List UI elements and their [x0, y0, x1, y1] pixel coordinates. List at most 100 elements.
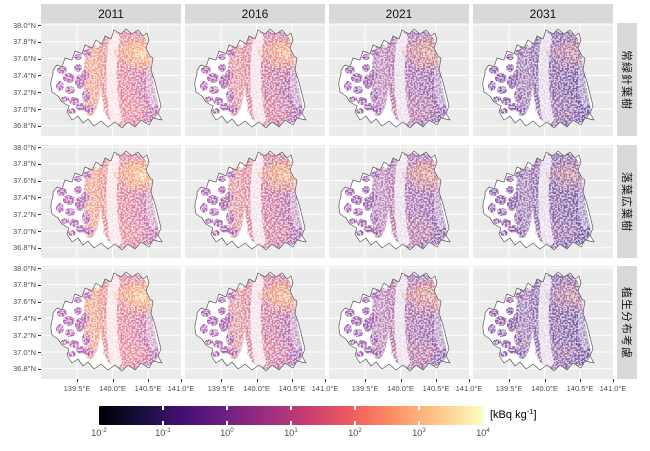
- facet-row-strip-1: 常緑針葉樹: [617, 23, 637, 136]
- y-axis-tick-mark: [38, 284, 41, 286]
- colorbar-notch: [226, 421, 228, 425]
- y-axis-tick-label: 38.0°N: [12, 20, 36, 30]
- colorbar-notch: [162, 406, 164, 410]
- y-axis-tick-mark: [38, 41, 41, 43]
- map-panel-2031-row3: [473, 266, 613, 379]
- facet-row-strip-label: 落葉広葉樹: [620, 171, 632, 232]
- map-panel-2011-row1: [41, 23, 181, 136]
- x-axis-tick-label: 140.0°E: [243, 384, 270, 393]
- x-axis-tick-mark: [509, 379, 510, 382]
- colorbar-notch: [354, 406, 356, 410]
- colorbar-tick-label: 104: [461, 427, 505, 438]
- x-axis-tick-label: 139.5°E: [495, 384, 523, 393]
- colorbar-notch: [354, 421, 356, 425]
- x-axis-tick-mark: [221, 379, 222, 382]
- y-axis-tick-label: 38.0°N: [12, 263, 36, 273]
- x-axis-tick-mark: [325, 379, 326, 382]
- facet-row-strip-3: 植生分布考慮: [617, 266, 637, 379]
- unit-suffix: ]: [533, 409, 537, 421]
- y-axis-tick-label: 37.0°N: [12, 347, 36, 357]
- x-axis-tick-label: 140.0°E: [531, 384, 558, 393]
- y-axis-tick-mark: [38, 352, 41, 353]
- x-axis-tick-label: 140.0°E: [99, 384, 126, 393]
- map-panel-2016-row1: [185, 23, 325, 136]
- facet-column-strip-2021: 2021: [329, 4, 469, 23]
- y-axis-tick-label: 37.2°N: [12, 87, 36, 97]
- x-axis-tick-label: 140.5°E: [422, 384, 450, 393]
- x-axis-tick-label: 139.5°E: [63, 384, 91, 393]
- tick-base: 10: [91, 428, 102, 438]
- x-axis-tick-label: 140.5°E: [566, 384, 594, 393]
- y-axis-tick-mark: [38, 109, 41, 110]
- y-axis-tick-label: 37.4°N: [12, 192, 36, 202]
- colorbar-unit-label: [kBq kg-1]: [490, 407, 537, 421]
- x-axis-tick-label: 140.0°E: [387, 384, 414, 393]
- tick-base: 10: [220, 428, 231, 438]
- unit-superscript: -1: [526, 407, 534, 416]
- x-axis-tick-mark: [181, 379, 182, 382]
- x-axis-tick-label: 140.5°E: [278, 384, 306, 393]
- colorbar-tick-label: 10-1: [141, 427, 185, 438]
- y-axis-tick-label: 37.8°N: [12, 37, 36, 47]
- x-axis-tick-label: 141.0°E: [311, 384, 339, 393]
- x-axis-tick-mark: [436, 379, 437, 382]
- y-axis-tick-label: 37.2°N: [12, 330, 36, 340]
- y-axis-tick-mark: [38, 58, 41, 60]
- y-axis-tick-mark: [38, 247, 41, 249]
- colorbar-notch: [162, 421, 164, 425]
- x-axis-tick-label: 140.5°E: [134, 384, 162, 393]
- y-axis-tick-mark: [38, 318, 41, 320]
- x-axis-tick-mark: [580, 379, 581, 382]
- x-axis-tick-mark: [256, 379, 258, 382]
- map-panel-2031-row1: [473, 23, 613, 136]
- tick-exponent: -1: [165, 427, 171, 434]
- x-axis-tick-label: 141.0°E: [599, 384, 627, 393]
- tick-exponent: 2: [358, 427, 362, 434]
- y-axis-tick-mark: [38, 197, 41, 199]
- colorbar-notch: [290, 421, 292, 425]
- map-panel-2016-row2: [185, 145, 325, 258]
- y-axis-tick-mark: [38, 301, 41, 303]
- facet-column-strip-2011: 2011: [41, 4, 181, 23]
- colorbar-tick-label: 100: [205, 427, 249, 438]
- map-panel-2031-row2: [473, 145, 613, 258]
- facet-row-strip-label: 植生分布考慮: [620, 286, 632, 359]
- x-axis-tick-label: 141.0°E: [455, 384, 483, 393]
- x-axis-tick-label: 141.0°E: [167, 384, 195, 393]
- y-axis-tick-label: 37.8°N: [12, 280, 36, 290]
- colorbar-notch: [226, 406, 228, 410]
- y-axis-tick-label: 37.0°N: [12, 226, 36, 236]
- y-axis-tick-label: 38.0°N: [12, 142, 36, 152]
- y-axis-tick-label: 37.6°N: [12, 176, 36, 186]
- y-axis-tick-mark: [38, 268, 41, 269]
- tick-exponent: 0: [230, 427, 234, 434]
- y-axis-tick-label: 36.8°N: [12, 121, 36, 131]
- y-axis-tick-mark: [38, 147, 41, 148]
- map-panel-2016-row3: [185, 266, 325, 379]
- colorbar-notch: [418, 406, 420, 410]
- x-axis-tick-mark: [613, 379, 614, 382]
- facet-row-strip-2: 落葉広葉樹: [617, 145, 637, 258]
- map-panel-2021-row1: [329, 23, 469, 136]
- x-axis-tick-label: 139.5°E: [351, 384, 379, 393]
- y-axis-tick-mark: [38, 214, 41, 216]
- facet-column-strip-2031: 2031: [473, 4, 613, 23]
- map-panel-2021-row2: [329, 145, 469, 258]
- colorbar-notch: [418, 421, 420, 425]
- tick-base: 10: [284, 428, 295, 438]
- y-axis-tick-label: 37.4°N: [12, 70, 36, 80]
- y-axis-tick-label: 37.0°N: [12, 104, 36, 114]
- facet-row-strip-label: 常緑針葉樹: [620, 49, 632, 110]
- y-axis-tick-mark: [38, 163, 41, 165]
- map-panel-2011-row3: [41, 266, 181, 379]
- x-axis-tick-mark: [365, 379, 366, 382]
- y-axis-tick-label: 36.8°N: [12, 364, 36, 374]
- tick-exponent: 3: [422, 427, 426, 434]
- y-axis-tick-mark: [38, 75, 41, 77]
- x-axis-tick-label: 139.5°E: [207, 384, 235, 393]
- y-axis-tick-label: 36.8°N: [12, 243, 36, 253]
- y-axis-tick-label: 37.8°N: [12, 159, 36, 169]
- y-axis-tick-mark: [38, 25, 41, 26]
- x-axis-tick-mark: [469, 379, 470, 382]
